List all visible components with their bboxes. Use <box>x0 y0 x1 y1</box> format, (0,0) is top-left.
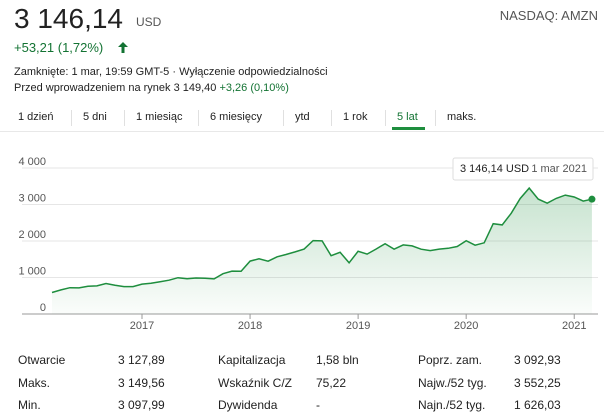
tab-separator <box>385 110 386 126</box>
y-tick-label: 4 000 <box>18 156 46 168</box>
stat-value: - <box>316 398 320 412</box>
up-arrow <box>118 42 128 53</box>
y-tick-label: 2 000 <box>18 229 46 241</box>
stat-label: Wskaźnik C/Z <box>218 376 293 390</box>
tab-separator <box>283 110 284 126</box>
stat-label: Dywidenda <box>218 398 278 412</box>
stat-label: Maks. <box>18 376 51 390</box>
tab-separator <box>198 110 199 126</box>
tabs-divider <box>0 131 604 132</box>
chart: 0 1 000 2 000 3 000 4 000 2017 2018 2019 2020 202… <box>18 156 598 332</box>
area <box>51 188 592 314</box>
range-tab[interactable]: maks. <box>447 111 477 123</box>
x-tick-label: 2020 <box>454 320 478 332</box>
stat-label: Kapitalizacja <box>218 353 286 367</box>
closed-time: Zamknięte: 1 mar, 19:59 GMT-5 · <box>14 66 180 78</box>
stat-label: Najn./52 tyg. <box>418 398 486 412</box>
stat-value: 75,22 <box>316 376 347 390</box>
stat-label: Otwarcie <box>18 353 66 367</box>
range-tab[interactable]: 5 lat <box>397 111 418 123</box>
stat-label: Poprz. zam. <box>418 353 483 367</box>
range-tab[interactable]: 6 miesięcy <box>210 111 262 123</box>
premarket-info: Przed wprowadzeniem na rynek 3 149,40 +3… <box>14 82 289 94</box>
stat-value: 3 127,89 <box>118 353 165 367</box>
stat-label: Min. <box>18 398 41 412</box>
stat-value: 3 092,93 <box>514 353 561 367</box>
line <box>51 186 593 294</box>
y-tick-label: 0 <box>40 302 46 314</box>
tab-separator <box>124 110 125 126</box>
disclaimer-link[interactable]: Wyłączenie odpowiedzialności <box>179 66 328 78</box>
y-tick-label: 3 000 <box>18 192 46 204</box>
stat-value: 3 552,25 <box>514 376 561 390</box>
tooltip-box <box>452 157 594 181</box>
tooltip-value: 3 146,14 USD <box>460 163 529 175</box>
active-tab-underline <box>392 127 425 130</box>
last-point <box>588 195 596 203</box>
range-tab[interactable]: 1 rok <box>343 111 368 123</box>
tooltip-date: 1 mar 2021 <box>531 163 587 175</box>
currency: USD <box>136 15 162 29</box>
range-tab[interactable]: 5 dni <box>83 111 107 123</box>
premarket-change: +3,26 (0,10%) <box>219 82 289 94</box>
x-tick-label: 2019 <box>346 320 370 332</box>
premarket-price: Przed wprowadzeniem na rynek 3 149,40 <box>14 82 220 94</box>
change: +53,21 (1,72%) <box>14 40 104 55</box>
range-tab[interactable]: 1 miesiąc <box>136 111 183 123</box>
stat-value: 3 149,56 <box>118 376 165 390</box>
x-tick-label: 2021 <box>562 320 586 332</box>
x-tick-label: 2018 <box>238 320 262 332</box>
tab-separator <box>435 110 436 126</box>
stat-value: 1,58 bln <box>316 353 359 367</box>
tab-separator <box>71 110 72 126</box>
x-tick-label: 2017 <box>130 320 154 332</box>
closed-info: Zamknięte: 1 mar, 19:59 GMT-5 · Wyłączen… <box>14 66 328 78</box>
tab-separator <box>331 110 332 126</box>
exchange: NASDAQ: AMZN <box>499 8 598 23</box>
stat-value: 1 626,03 <box>514 398 561 412</box>
stat-value: 3 097,99 <box>118 398 165 412</box>
price: 3 146,14 <box>14 3 123 34</box>
range-tab[interactable]: 1 dzień <box>18 111 54 123</box>
stat-label: Najw./52 tyg. <box>418 376 487 390</box>
y-tick-label: 1 000 <box>18 265 46 277</box>
range-tab[interactable]: ytd <box>295 111 310 123</box>
